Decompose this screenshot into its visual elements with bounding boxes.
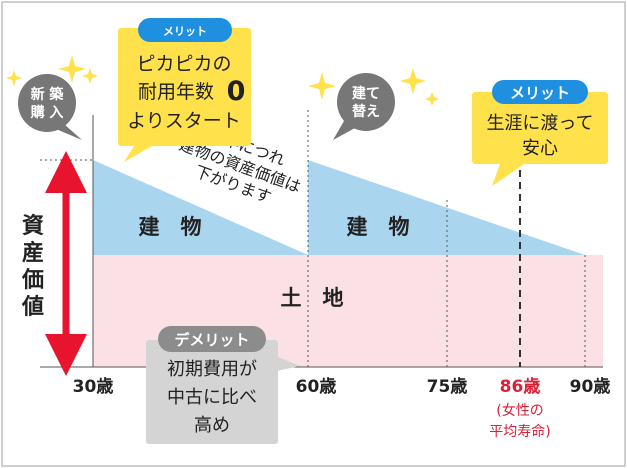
rebuild-line-1: 建て (352, 85, 380, 102)
merit-badge-right (492, 80, 588, 104)
merit-left-line-3: よりスタート (127, 110, 241, 132)
y-axis-label-char: 値 (21, 295, 44, 320)
y-axis-label-char: 価 (21, 268, 44, 293)
merit-badge-left-label: メリット (163, 25, 207, 38)
tick-label-86: 86歳 (500, 376, 541, 397)
rebuild-bubble: 建て 替え (333, 73, 395, 140)
building-region-2 (308, 160, 585, 255)
merit-badge-left (138, 18, 232, 42)
rebuild-line-2: 替え (352, 103, 380, 120)
building-region-1 (93, 160, 308, 255)
sparkle-icons (6, 55, 439, 106)
merit-callout-left: メリット ピカピカの 耐用年数 0 よりスタート (118, 18, 251, 162)
demerit-callout: デメリット 初期費用が 中古に比べ 高め (146, 326, 300, 444)
land-label: 土 地 (281, 286, 344, 310)
demerit-badge (158, 326, 266, 352)
tick-label-30: 30歳 (73, 376, 114, 397)
new-purchase-line-2: 購 入 (30, 104, 64, 121)
merit-left-line-1: ピカピカの (136, 53, 231, 75)
y-axis-label: 資産価値 (21, 213, 44, 320)
lifespan-note-line-1: (女性の (496, 402, 543, 419)
merit-right-line-1: 生涯に渡って (486, 113, 593, 134)
y-axis-label-char: 資 (22, 213, 44, 239)
merit-callout-right: メリット 生涯に渡って 安心 (472, 80, 608, 186)
demerit-line-3: 高め (194, 415, 230, 436)
merit-left-big-zero: 0 (227, 76, 246, 107)
merit-right-line-2: 安心 (522, 138, 558, 159)
tick-label-90: 90歳 (570, 376, 611, 397)
tick-label-60: 60歳 (296, 376, 337, 397)
demerit-line-1: 初期費用が (167, 359, 257, 380)
merit-left-line-2: 耐用年数 (138, 81, 214, 103)
tick-label-75: 75歳 (427, 376, 468, 397)
merit-badge-right-label: メリット (510, 84, 570, 102)
y-axis-label-char: 産 (22, 240, 44, 266)
building-label-2: 建 物 (347, 215, 410, 239)
demerit-badge-label: デメリット (174, 331, 249, 349)
new-purchase-bubble: 新 築 購 入 (18, 74, 82, 140)
building-label-1: 建 物 (139, 215, 202, 239)
new-purchase-line-1: 新 築 (31, 86, 65, 103)
demerit-line-2: 中古に比べ (167, 387, 257, 408)
lifespan-note-line-2: 平均寿命) (489, 423, 550, 440)
